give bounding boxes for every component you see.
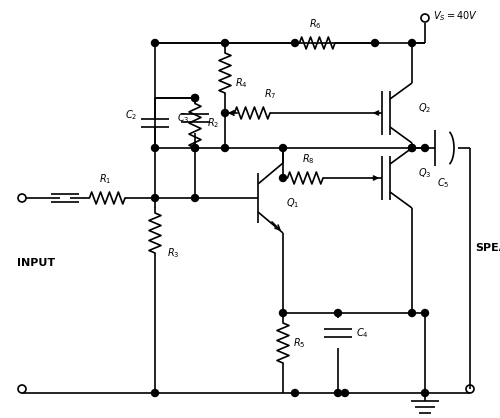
Text: $C_2$: $C_2$ bbox=[124, 108, 137, 122]
Circle shape bbox=[152, 194, 158, 201]
Circle shape bbox=[292, 390, 298, 397]
Circle shape bbox=[222, 39, 228, 46]
Text: $R_5$: $R_5$ bbox=[293, 336, 306, 350]
Text: $R_7$: $R_7$ bbox=[264, 87, 276, 101]
Circle shape bbox=[152, 39, 158, 46]
Circle shape bbox=[334, 309, 342, 316]
Text: $V_S = 40V$: $V_S = 40V$ bbox=[433, 9, 478, 23]
Text: $Q_3$: $Q_3$ bbox=[418, 166, 432, 180]
Circle shape bbox=[342, 390, 348, 397]
Circle shape bbox=[192, 145, 198, 151]
Circle shape bbox=[372, 39, 378, 46]
Text: $R_1$: $R_1$ bbox=[99, 172, 111, 186]
Circle shape bbox=[408, 145, 416, 151]
Text: $C_4$: $C_4$ bbox=[356, 326, 369, 340]
Text: $R_2$: $R_2$ bbox=[207, 116, 220, 130]
Circle shape bbox=[334, 390, 342, 397]
Circle shape bbox=[152, 390, 158, 397]
Text: $Q_2$: $Q_2$ bbox=[418, 101, 431, 115]
Text: $R_4$: $R_4$ bbox=[235, 76, 248, 90]
Text: $R_8$: $R_8$ bbox=[302, 152, 314, 166]
Text: $Q_1$: $Q_1$ bbox=[286, 196, 300, 210]
Circle shape bbox=[292, 39, 298, 46]
Circle shape bbox=[422, 145, 428, 151]
Text: $C_3$: $C_3$ bbox=[178, 111, 190, 125]
Circle shape bbox=[280, 174, 286, 181]
Circle shape bbox=[192, 94, 198, 102]
Circle shape bbox=[192, 94, 198, 102]
Circle shape bbox=[192, 145, 198, 151]
Circle shape bbox=[408, 309, 416, 316]
Text: INPUT: INPUT bbox=[17, 258, 55, 268]
Circle shape bbox=[422, 390, 428, 397]
Text: $R_3$: $R_3$ bbox=[167, 246, 179, 260]
Circle shape bbox=[280, 309, 286, 316]
Text: SPEAKER: SPEAKER bbox=[475, 243, 500, 253]
Text: $C_5$: $C_5$ bbox=[436, 176, 450, 190]
Circle shape bbox=[422, 309, 428, 316]
Circle shape bbox=[192, 194, 198, 201]
Circle shape bbox=[152, 145, 158, 151]
Circle shape bbox=[222, 145, 228, 151]
Circle shape bbox=[222, 110, 228, 117]
Circle shape bbox=[408, 39, 416, 46]
Text: $R_6$: $R_6$ bbox=[308, 17, 322, 31]
Circle shape bbox=[408, 145, 416, 151]
Circle shape bbox=[280, 145, 286, 151]
